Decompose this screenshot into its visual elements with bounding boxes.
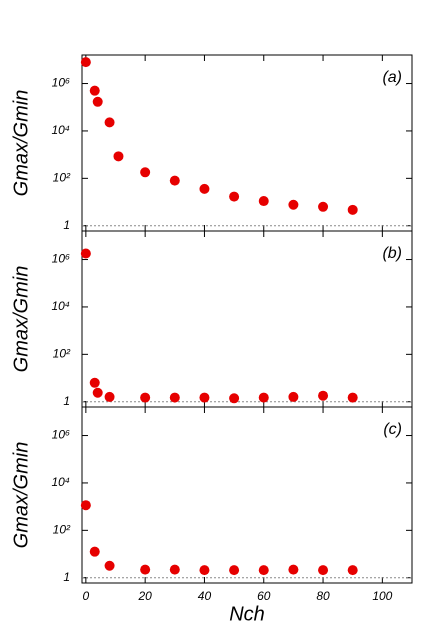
data-point (318, 565, 329, 576)
data-point (89, 546, 100, 557)
data-point (140, 392, 151, 403)
data-point (169, 175, 180, 186)
x-tick-label: 80 (316, 589, 330, 603)
data-point (169, 564, 180, 575)
data-point (288, 391, 299, 402)
data-point (80, 248, 91, 259)
data-point (288, 564, 299, 575)
x-tick-label: 60 (257, 589, 271, 603)
data-point (113, 151, 124, 162)
y-tick-label: 1 (63, 570, 70, 584)
panel-label: (a) (382, 69, 402, 86)
data-point (80, 500, 91, 511)
data-point (347, 204, 358, 215)
data-point (92, 387, 103, 398)
x-tick-label: 0 (83, 589, 90, 603)
data-point (318, 201, 329, 212)
x-tick-label: 40 (198, 589, 212, 603)
x-tick-label: 100 (372, 589, 392, 603)
y-axis-label: Gmax/Gmin (10, 442, 32, 549)
data-point (199, 183, 210, 194)
y-tick-label: 10² (53, 347, 71, 361)
y-tick-label: 10⁶ (52, 252, 70, 266)
data-point (104, 391, 115, 402)
panel-label: (b) (382, 245, 402, 262)
y-tick-label: 10² (53, 171, 71, 185)
y-axis-label: Gmax/Gmin (10, 90, 32, 197)
data-point (169, 392, 180, 403)
data-point (258, 565, 269, 576)
y-tick-label: 10⁶ (52, 428, 70, 442)
data-point (288, 199, 299, 210)
plot-frame (81, 54, 413, 232)
x-axis-label: Nch (229, 603, 265, 623)
plot-frame (81, 230, 413, 408)
data-point (258, 392, 269, 403)
data-point (229, 565, 240, 576)
data-point (89, 85, 100, 96)
data-point (199, 392, 210, 403)
data-point (258, 196, 269, 207)
data-point (199, 565, 210, 576)
data-point (104, 560, 115, 571)
y-tick-label: 1 (63, 394, 70, 408)
data-point (104, 117, 115, 128)
panel-label: (c) (383, 421, 402, 438)
y-tick-label: 10⁴ (51, 299, 70, 313)
data-point (80, 57, 91, 68)
y-tick-label: 10² (53, 523, 71, 537)
plot-frame (81, 406, 413, 584)
data-point (92, 96, 103, 107)
y-axis-label: Gmax/Gmin (10, 266, 32, 373)
data-point (347, 565, 358, 576)
y-tick-label: 10⁴ (51, 475, 70, 489)
data-point (347, 392, 358, 403)
y-tick-label: 1 (63, 218, 70, 232)
data-point (229, 191, 240, 202)
y-tick-label: 10⁶ (52, 76, 70, 90)
x-tick-label: 20 (137, 589, 152, 603)
data-point (89, 377, 100, 388)
data-point (140, 167, 151, 178)
data-point (140, 564, 151, 575)
y-tick-label: 10⁴ (51, 123, 70, 137)
data-point (229, 393, 240, 404)
data-point (318, 390, 329, 401)
